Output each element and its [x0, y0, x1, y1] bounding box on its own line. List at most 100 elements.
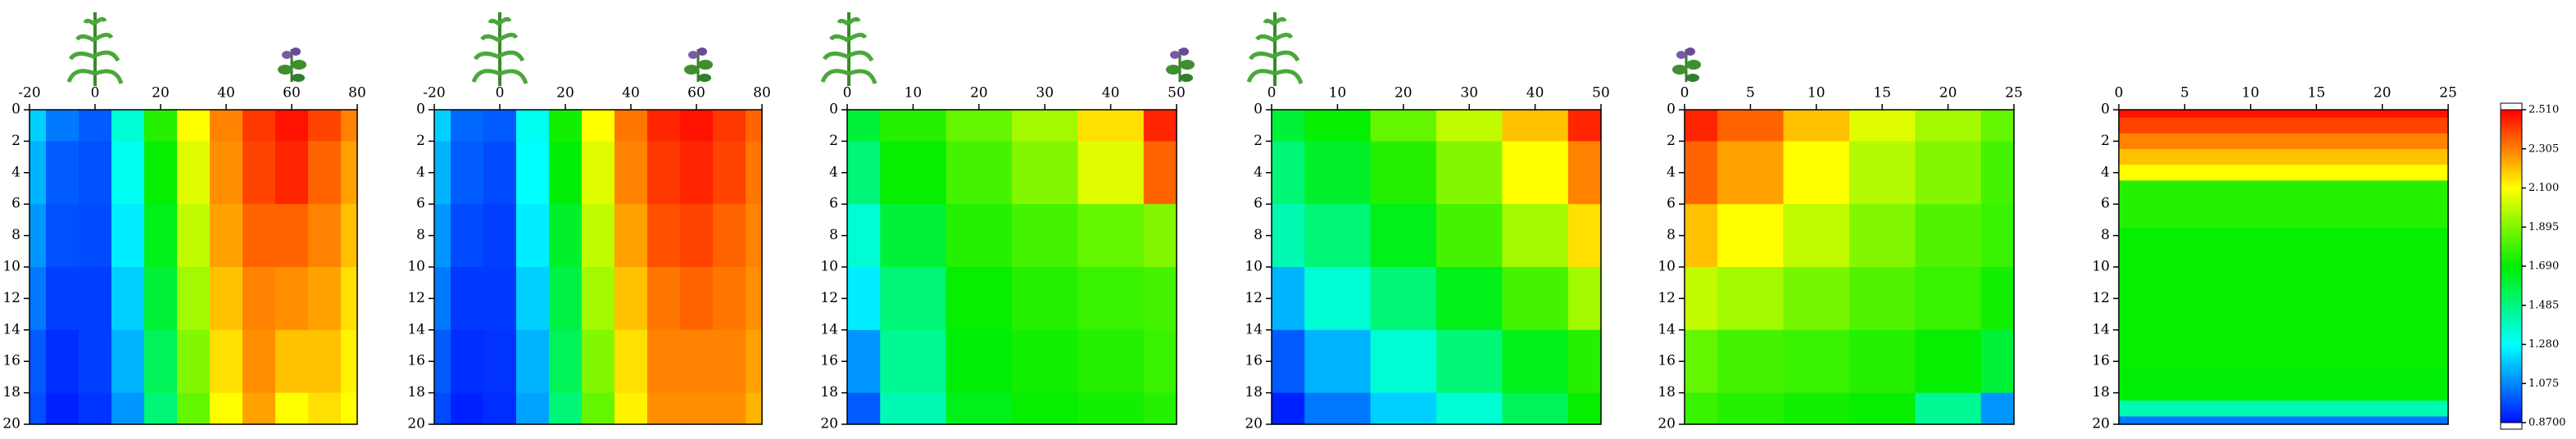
y-tick-label: 4: [2101, 164, 2110, 180]
x-tick-label: 50: [1592, 85, 1610, 102]
heatmap-cell: [549, 329, 583, 394]
y-tick-label: 12: [2092, 290, 2110, 306]
heatmap-cell: [243, 141, 276, 205]
heatmap-cell: [713, 392, 746, 425]
x-tick-label: 25: [2005, 85, 2023, 102]
heatmap-cell: [713, 110, 746, 142]
heatmap-cell: [647, 141, 681, 205]
heatmap-cell: [1849, 392, 1916, 425]
heatmap-cell: [1077, 267, 1145, 331]
heatmap-cell: [847, 110, 881, 142]
heatmap-cell: [1370, 141, 1437, 205]
heatmap-cell: [615, 392, 648, 425]
heatmap-cell: [46, 392, 79, 425]
y-tick-label: 2: [416, 133, 425, 149]
heatmap-cell: [111, 204, 145, 268]
heatmap-cell: [177, 110, 211, 142]
x-tick-label: 20: [2374, 85, 2392, 102]
x-tick-label: 20: [1939, 85, 1957, 102]
heatmap-cell: [713, 204, 746, 268]
heatmap-cell: [2283, 149, 2449, 165]
heatmap-cell: [308, 141, 342, 205]
y-tick-label: 0: [11, 102, 20, 118]
heatmap-cell: [1980, 110, 2015, 142]
heatmap-cell: [1567, 204, 1602, 268]
heatmap-cell: [2283, 117, 2449, 134]
heatmap-cell: [2119, 180, 2284, 229]
heatmap-cell: [2283, 306, 2449, 370]
heatmap-cell: [1567, 110, 1602, 142]
y-tick-label: 20: [1245, 416, 1263, 432]
heatmap-cell: [1502, 329, 1569, 394]
heatmap-cell: [1012, 267, 1078, 331]
x-tick-label: 25: [2439, 85, 2457, 102]
y-tick-label: 14: [1658, 321, 1676, 337]
heatmap-cell: [308, 110, 342, 142]
heatmap-cell: [615, 267, 648, 331]
y-tick-label: 20: [1658, 416, 1676, 432]
heatmap-cell: [79, 110, 112, 142]
y-tick-label: 0: [1254, 102, 1263, 118]
heatmap-cell: [1436, 329, 1503, 394]
heatmap-cell: [1272, 110, 1305, 142]
heatmap-cell: [210, 392, 243, 425]
heatmap-cell: [1436, 141, 1503, 205]
heatmap-cell: [243, 267, 276, 331]
heatmap-cell: [713, 141, 746, 205]
heatmap-cell: [1717, 267, 1785, 331]
y-tick-label: 12: [2, 290, 20, 306]
heatmap-cell: [1012, 204, 1078, 268]
y-tick-label: 2: [2101, 133, 2110, 149]
y-tick-label: 2: [11, 133, 20, 149]
y-tick-label: 4: [11, 164, 20, 180]
y-tick-label: 6: [1254, 196, 1263, 212]
y-tick-label: 12: [1658, 290, 1676, 306]
heatmap-cell: [341, 141, 358, 205]
y-tick-label: 4: [1667, 164, 1676, 180]
heatmap-cell: [1370, 392, 1437, 425]
heatmap-cell: [243, 110, 276, 142]
x-tick-label: 0: [1680, 85, 1689, 102]
heatmap-cell: [144, 141, 178, 205]
heatmap-cell: [1502, 110, 1569, 142]
heatmap-cell: [1012, 141, 1078, 205]
y-tick-label: 2: [1254, 133, 1263, 149]
heatmap-panel: [847, 110, 1177, 425]
heatmap-cell: [1502, 267, 1569, 331]
heatmap-cell: [2119, 306, 2284, 370]
colorbar-tick-label: 1.280: [2528, 338, 2559, 351]
heatmap-cell: [680, 110, 714, 142]
y-tick-label: 16: [820, 353, 838, 369]
heatmap-cell: [946, 267, 1013, 331]
x-tick-label: 50: [1168, 85, 1186, 102]
heatmap-cell: [1685, 329, 1718, 394]
y-tick-label: 18: [2092, 384, 2110, 401]
heatmap-cell: [111, 329, 145, 394]
heatmap-cell: [434, 110, 451, 142]
heatmap-cell: [2119, 149, 2284, 165]
heatmap-cell: [1272, 267, 1305, 331]
heatmap-cell: [1685, 204, 1718, 268]
heatmap-cell: [210, 204, 243, 268]
heatmap-cell: [713, 267, 746, 331]
heatmap-cell: [1012, 110, 1078, 142]
heatmap-cell: [680, 329, 714, 394]
y-tick-label: 8: [11, 227, 20, 243]
y-tick-label: 6: [829, 196, 838, 212]
heatmap-cell: [746, 329, 763, 394]
y-tick-label: 10: [820, 259, 838, 275]
heatmap-cell: [483, 141, 517, 205]
heatmap-cell: [1012, 329, 1078, 394]
heatmap-cell: [1567, 392, 1602, 425]
heatmap-cell: [243, 329, 276, 394]
x-tick-label: 40: [622, 85, 640, 102]
heatmap-cell: [1783, 329, 1850, 394]
y-tick-label: 6: [416, 196, 425, 212]
y-tick-label: 12: [820, 290, 838, 306]
heatmap-cell: [144, 329, 178, 394]
heatmap-cell: [1077, 141, 1145, 205]
heatmap-cell: [746, 110, 763, 142]
y-tick-label: 0: [1667, 102, 1676, 118]
heatmap-cell: [275, 392, 309, 425]
y-tick-label: 18: [1658, 384, 1676, 401]
